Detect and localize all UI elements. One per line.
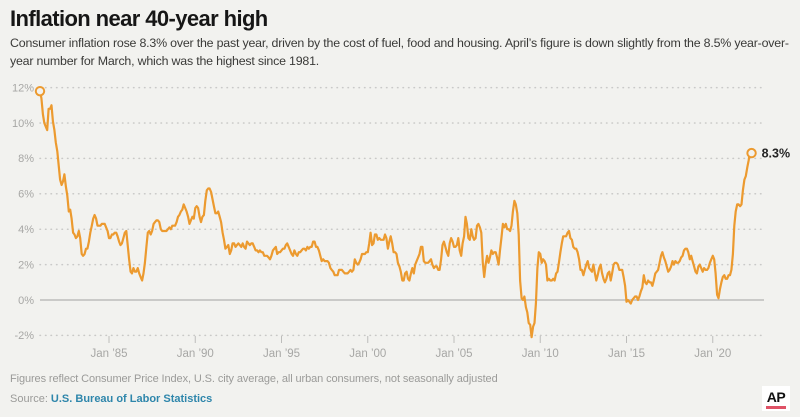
x-axis-label: Jan ’95 bbox=[263, 348, 300, 360]
inflation-line bbox=[38, 90, 753, 339]
page-title: Inflation near 40-year high bbox=[10, 6, 268, 31]
x-axis-label: Jan ’20 bbox=[694, 348, 731, 360]
ap-logo-red-bar bbox=[766, 406, 786, 409]
y-axis-label: 6% bbox=[18, 189, 34, 201]
subtitle: Consumer inflation rose 8.3% over the pa… bbox=[10, 36, 789, 68]
x-axis-label: Jan ’85 bbox=[90, 348, 127, 360]
end-value-label: 8.3% bbox=[762, 147, 791, 161]
x-axis-label: Jan ’10 bbox=[522, 348, 559, 360]
source-label: Source: bbox=[10, 393, 48, 405]
y-axis-label: 12% bbox=[12, 82, 34, 94]
source-line: Source: U.S. Bureau of Labor Statistics bbox=[10, 393, 212, 405]
ap-logo-text: AP bbox=[766, 389, 786, 405]
y-axis-label: 8% bbox=[18, 153, 34, 165]
x-axis-label: Jan ’15 bbox=[608, 348, 645, 360]
ap-logo: AP bbox=[762, 386, 790, 411]
y-axis-label: 0% bbox=[18, 295, 34, 307]
inflation-line-chart: 12% 10% 8% 6% 4% 2% 0% -2% Jan ’85 Jan ’90 Jan ’95… bbox=[12, 82, 791, 360]
end-point-marker bbox=[746, 147, 757, 159]
y-axis-label: 2% bbox=[18, 259, 34, 271]
chart-footnote: Figures reflect Consumer Price Index, U.… bbox=[10, 373, 498, 385]
x-axis-label: Jan ’90 bbox=[177, 348, 214, 360]
start-point-marker bbox=[34, 85, 46, 97]
source-link[interactable]: U.S. Bureau of Labor Statistics bbox=[50, 393, 213, 405]
x-axis-label: Jan ’05 bbox=[435, 348, 472, 360]
y-axis-label: 4% bbox=[18, 224, 34, 236]
y-axis-label: 10% bbox=[12, 118, 34, 130]
y-axis-label: -2% bbox=[14, 330, 34, 342]
x-axis-label: Jan ’00 bbox=[349, 348, 386, 360]
